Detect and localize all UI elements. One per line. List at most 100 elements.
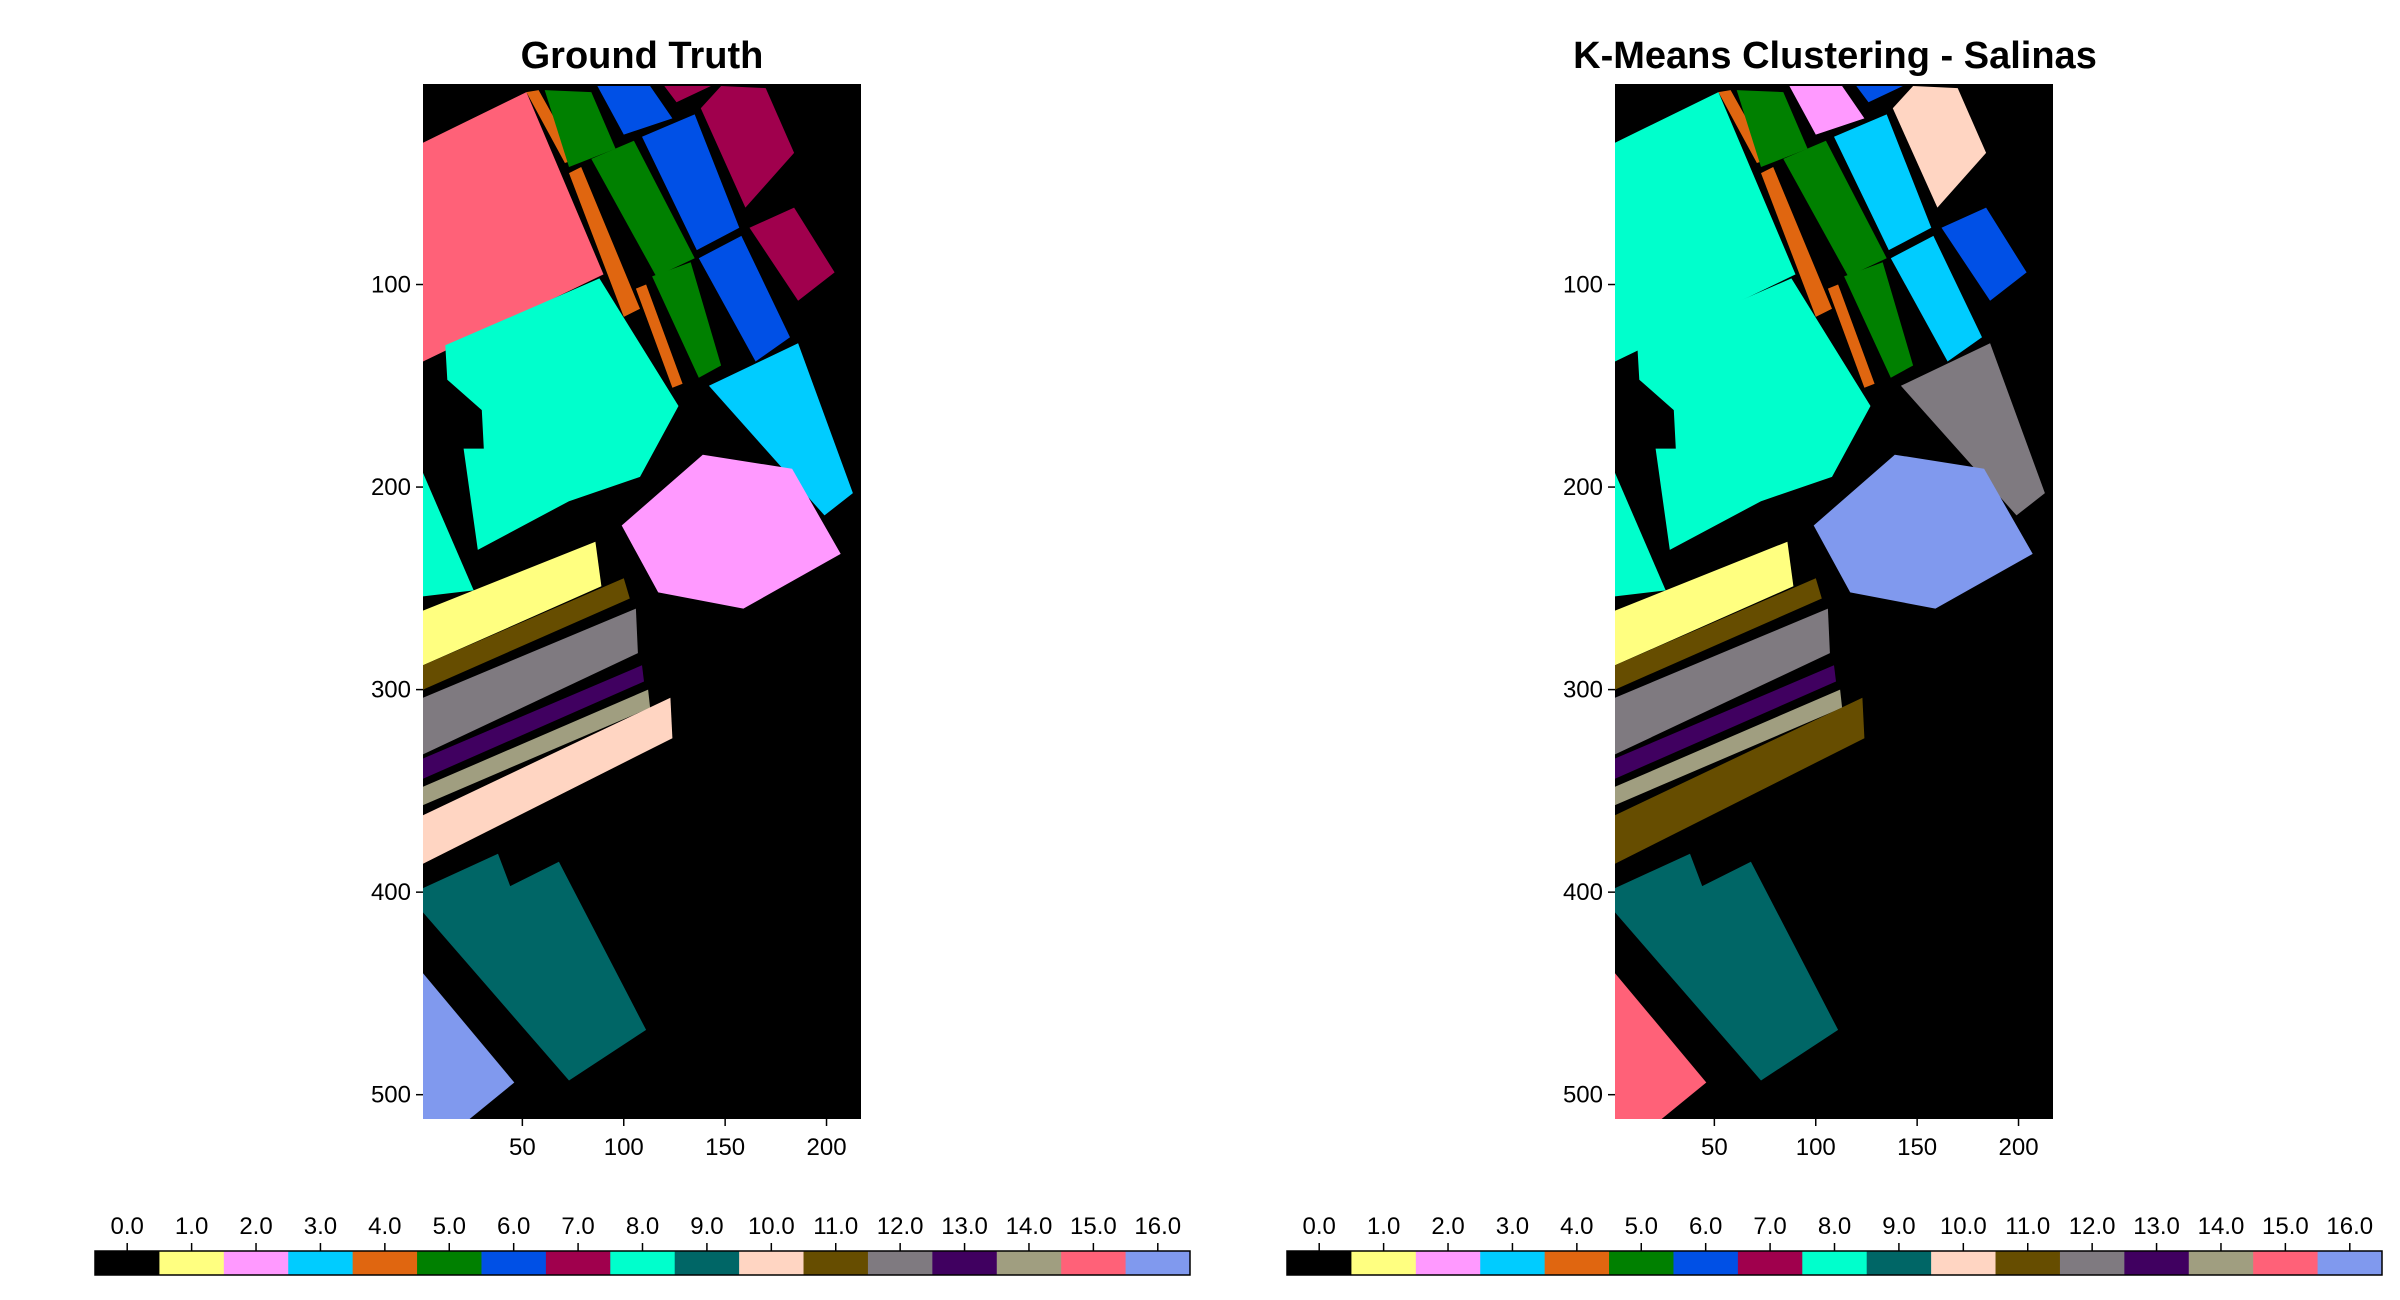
kmeans-colorbar-tick-label: 11.0 — [2005, 1213, 2050, 1240]
ground-truth-region-class-4-9 — [635, 284, 683, 388]
ground-truth-colorbar-cell-5 — [417, 1251, 482, 1275]
kmeans-region-class-6-6 — [1856, 86, 1903, 103]
ground-truth-region-class-6-3 — [597, 86, 673, 135]
ground-truth-colorbar-cell-9 — [674, 1251, 740, 1275]
ground-truth-colorbar-cell-0 — [95, 1251, 160, 1275]
ground-truth-colorbar-tick-label: 11.0 — [813, 1213, 858, 1240]
ground-truth-colorbar-cell-2 — [223, 1251, 289, 1275]
ground-truth-region-class-6-7 — [642, 114, 740, 251]
ground-truth-colorbar-cell-16 — [1125, 1251, 1191, 1275]
ground-truth-colorbar-cell-4 — [352, 1251, 418, 1275]
kmeans-ytick-label: 500 — [1563, 1082, 1603, 1109]
kmeans-colorbar-cell-2 — [1415, 1251, 1481, 1275]
kmeans-region-class-3-13 — [1890, 235, 1982, 362]
ground-truth-colorbar-cell-3 — [288, 1251, 354, 1275]
ground-truth-xtick-label: 50 — [509, 1134, 536, 1161]
ground-truth-colorbar-cell-13 — [932, 1251, 998, 1275]
ground-truth-region-class-6-11 — [698, 235, 790, 362]
ground-truth-colorbar-tick-label: 9.0 — [690, 1213, 723, 1240]
ground-truth-ytick-label: 200 — [371, 474, 411, 501]
ground-truth-colorbar-cell-14 — [996, 1251, 1062, 1275]
ground-truth-colorbar-cell-8 — [610, 1251, 676, 1275]
ground-truth-region-class-4-5 — [569, 167, 640, 317]
kmeans-region-class-12-15 — [1900, 343, 2045, 516]
kmeans-colorbar-cell-5 — [1609, 1251, 1674, 1275]
kmeans-ytick-label: 100 — [1563, 272, 1603, 299]
ground-truth-region-class-13-20 — [423, 665, 644, 779]
kmeans-regions — [1615, 86, 2045, 1119]
ground-truth-colorbar-cell-6 — [481, 1251, 547, 1275]
ground-truth-colorbar-tick-label: 3.0 — [304, 1213, 337, 1240]
ground-truth-region-class-15-0 — [423, 92, 604, 362]
ground-truth-ytick-label: 400 — [371, 879, 411, 906]
kmeans-colorbar-cell-16 — [2317, 1251, 2383, 1275]
ground-truth-axes: 50 100 150 200 100 200 300 400 500 — [371, 272, 847, 1161]
kmeans-region-class-15-24 — [1615, 973, 1707, 1119]
ground-truth-colorbar-tick-label: 15.0 — [1070, 1213, 1117, 1240]
kmeans-colorbar-tick-label: 15.0 — [2262, 1213, 2309, 1240]
kmeans-colorbar-tick-label: 0.0 — [1303, 1213, 1336, 1240]
ground-truth-colorbar-tick-label: 16.0 — [1134, 1213, 1181, 1240]
ground-truth-colorbar-cell-15 — [1061, 1251, 1127, 1275]
kmeans-region-class-9-23 — [1615, 853, 1839, 1081]
ground-truth-colorbar-cell-12 — [867, 1251, 933, 1275]
ground-truth-region-class-14-21 — [423, 689, 651, 806]
kmeans-region-class-5-12 — [1844, 262, 1914, 378]
ground-truth-colorbar-tick-label: 8.0 — [626, 1213, 659, 1240]
kmeans-region-class-8-2 — [1615, 472, 1666, 597]
kmeans-region-class-16-16 — [1813, 454, 2033, 609]
kmeans-colorbar-tick-label: 14.0 — [2198, 1213, 2245, 1240]
ground-truth-region-class-7-8 — [700, 86, 795, 208]
kmeans-colorbar-cell-6 — [1673, 1251, 1739, 1275]
kmeans-panel: K-Means Clustering - Salinas 50 100 150 200… — [1563, 35, 2097, 1161]
kmeans-colorbar-cell-11 — [1995, 1251, 2061, 1275]
kmeans-colorbar-cell-4 — [1544, 1251, 1610, 1275]
ground-truth-colorbar-tick-label: 2.0 — [239, 1213, 272, 1240]
ground-truth-xtick-label: 200 — [807, 1134, 847, 1161]
kmeans-region-class-8-1 — [1637, 278, 1871, 550]
kmeans-region-class-11-18 — [1615, 578, 1822, 690]
kmeans-colorbar-tick-label: 3.0 — [1496, 1213, 1529, 1240]
kmeans-colorbar-tick-label: 16.0 — [2326, 1213, 2373, 1240]
kmeans-colorbar-cell-0 — [1287, 1251, 1352, 1275]
ground-truth-xtick-label: 100 — [604, 1134, 644, 1161]
ground-truth-region-class-3-15 — [708, 343, 853, 516]
ground-truth-region-class-5-6 — [591, 140, 695, 277]
kmeans-region-class-3-9 — [1834, 114, 1932, 251]
kmeans-xtick-label: 200 — [1999, 1134, 2039, 1161]
ground-truth-ytick-label: 300 — [371, 677, 411, 704]
ground-truth-region-class-5-2 — [544, 90, 616, 167]
ground-truth-region-class-16-24 — [423, 973, 515, 1119]
kmeans-colorbar-tick-label: 5.0 — [1625, 1213, 1658, 1240]
kmeans-colorbar-cell-12 — [2059, 1251, 2125, 1275]
ground-truth-title: Ground Truth — [521, 35, 764, 77]
kmeans-colorbar-cell-13 — [2124, 1251, 2190, 1275]
kmeans-xtick-label: 150 — [1897, 1134, 1937, 1161]
kmeans-region-class-11-22 — [1615, 697, 1865, 864]
ground-truth-colorbar-cell-11 — [803, 1251, 869, 1275]
kmeans-colorbar-cell-14 — [2188, 1251, 2254, 1275]
kmeans-colorbar-tick-label: 4.0 — [1560, 1213, 1593, 1240]
ground-truth-colorbar-tick-label: 14.0 — [1006, 1213, 1053, 1240]
kmeans-colorbar-cell-9 — [1866, 1251, 1932, 1275]
kmeans-colorbar-cell-7 — [1737, 1251, 1803, 1275]
ground-truth-colorbar-tick-label: 4.0 — [368, 1213, 401, 1240]
ground-truth-colorbar-tick-label: 12.0 — [877, 1213, 924, 1240]
ground-truth-region-class-5-10 — [652, 262, 722, 378]
kmeans-region-class-5-4 — [1736, 90, 1808, 167]
ground-truth-region-class-11-18 — [423, 578, 630, 690]
kmeans-region-class-2-5 — [1789, 86, 1865, 135]
kmeans-colorbar-cell-10 — [1931, 1251, 1997, 1275]
ground-truth-xtick-label: 150 — [705, 1134, 745, 1161]
kmeans-colorbar: 0.0 1.0 2.0 3.0 4.0 5.0 6.0 7.0 8.0 9.0 10.0 11.0 12… — [1286, 1213, 2383, 1276]
kmeans-ytick-label: 300 — [1563, 677, 1603, 704]
kmeans-colorbar-tick-label: 9.0 — [1882, 1213, 1915, 1240]
kmeans-colorbar-tick-label: 10.0 — [1940, 1213, 1987, 1240]
kmeans-colorbar-tick-label: 6.0 — [1689, 1213, 1722, 1240]
ground-truth-region-class-8-13 — [445, 278, 679, 550]
kmeans-region-class-6-14 — [1941, 207, 2027, 301]
kmeans-colorbar-tick-label: 2.0 — [1431, 1213, 1464, 1240]
ground-truth-regions — [423, 86, 853, 1119]
kmeans-colorbar-cell-1 — [1351, 1251, 1417, 1275]
ground-truth-region-class-2-16 — [621, 454, 841, 609]
